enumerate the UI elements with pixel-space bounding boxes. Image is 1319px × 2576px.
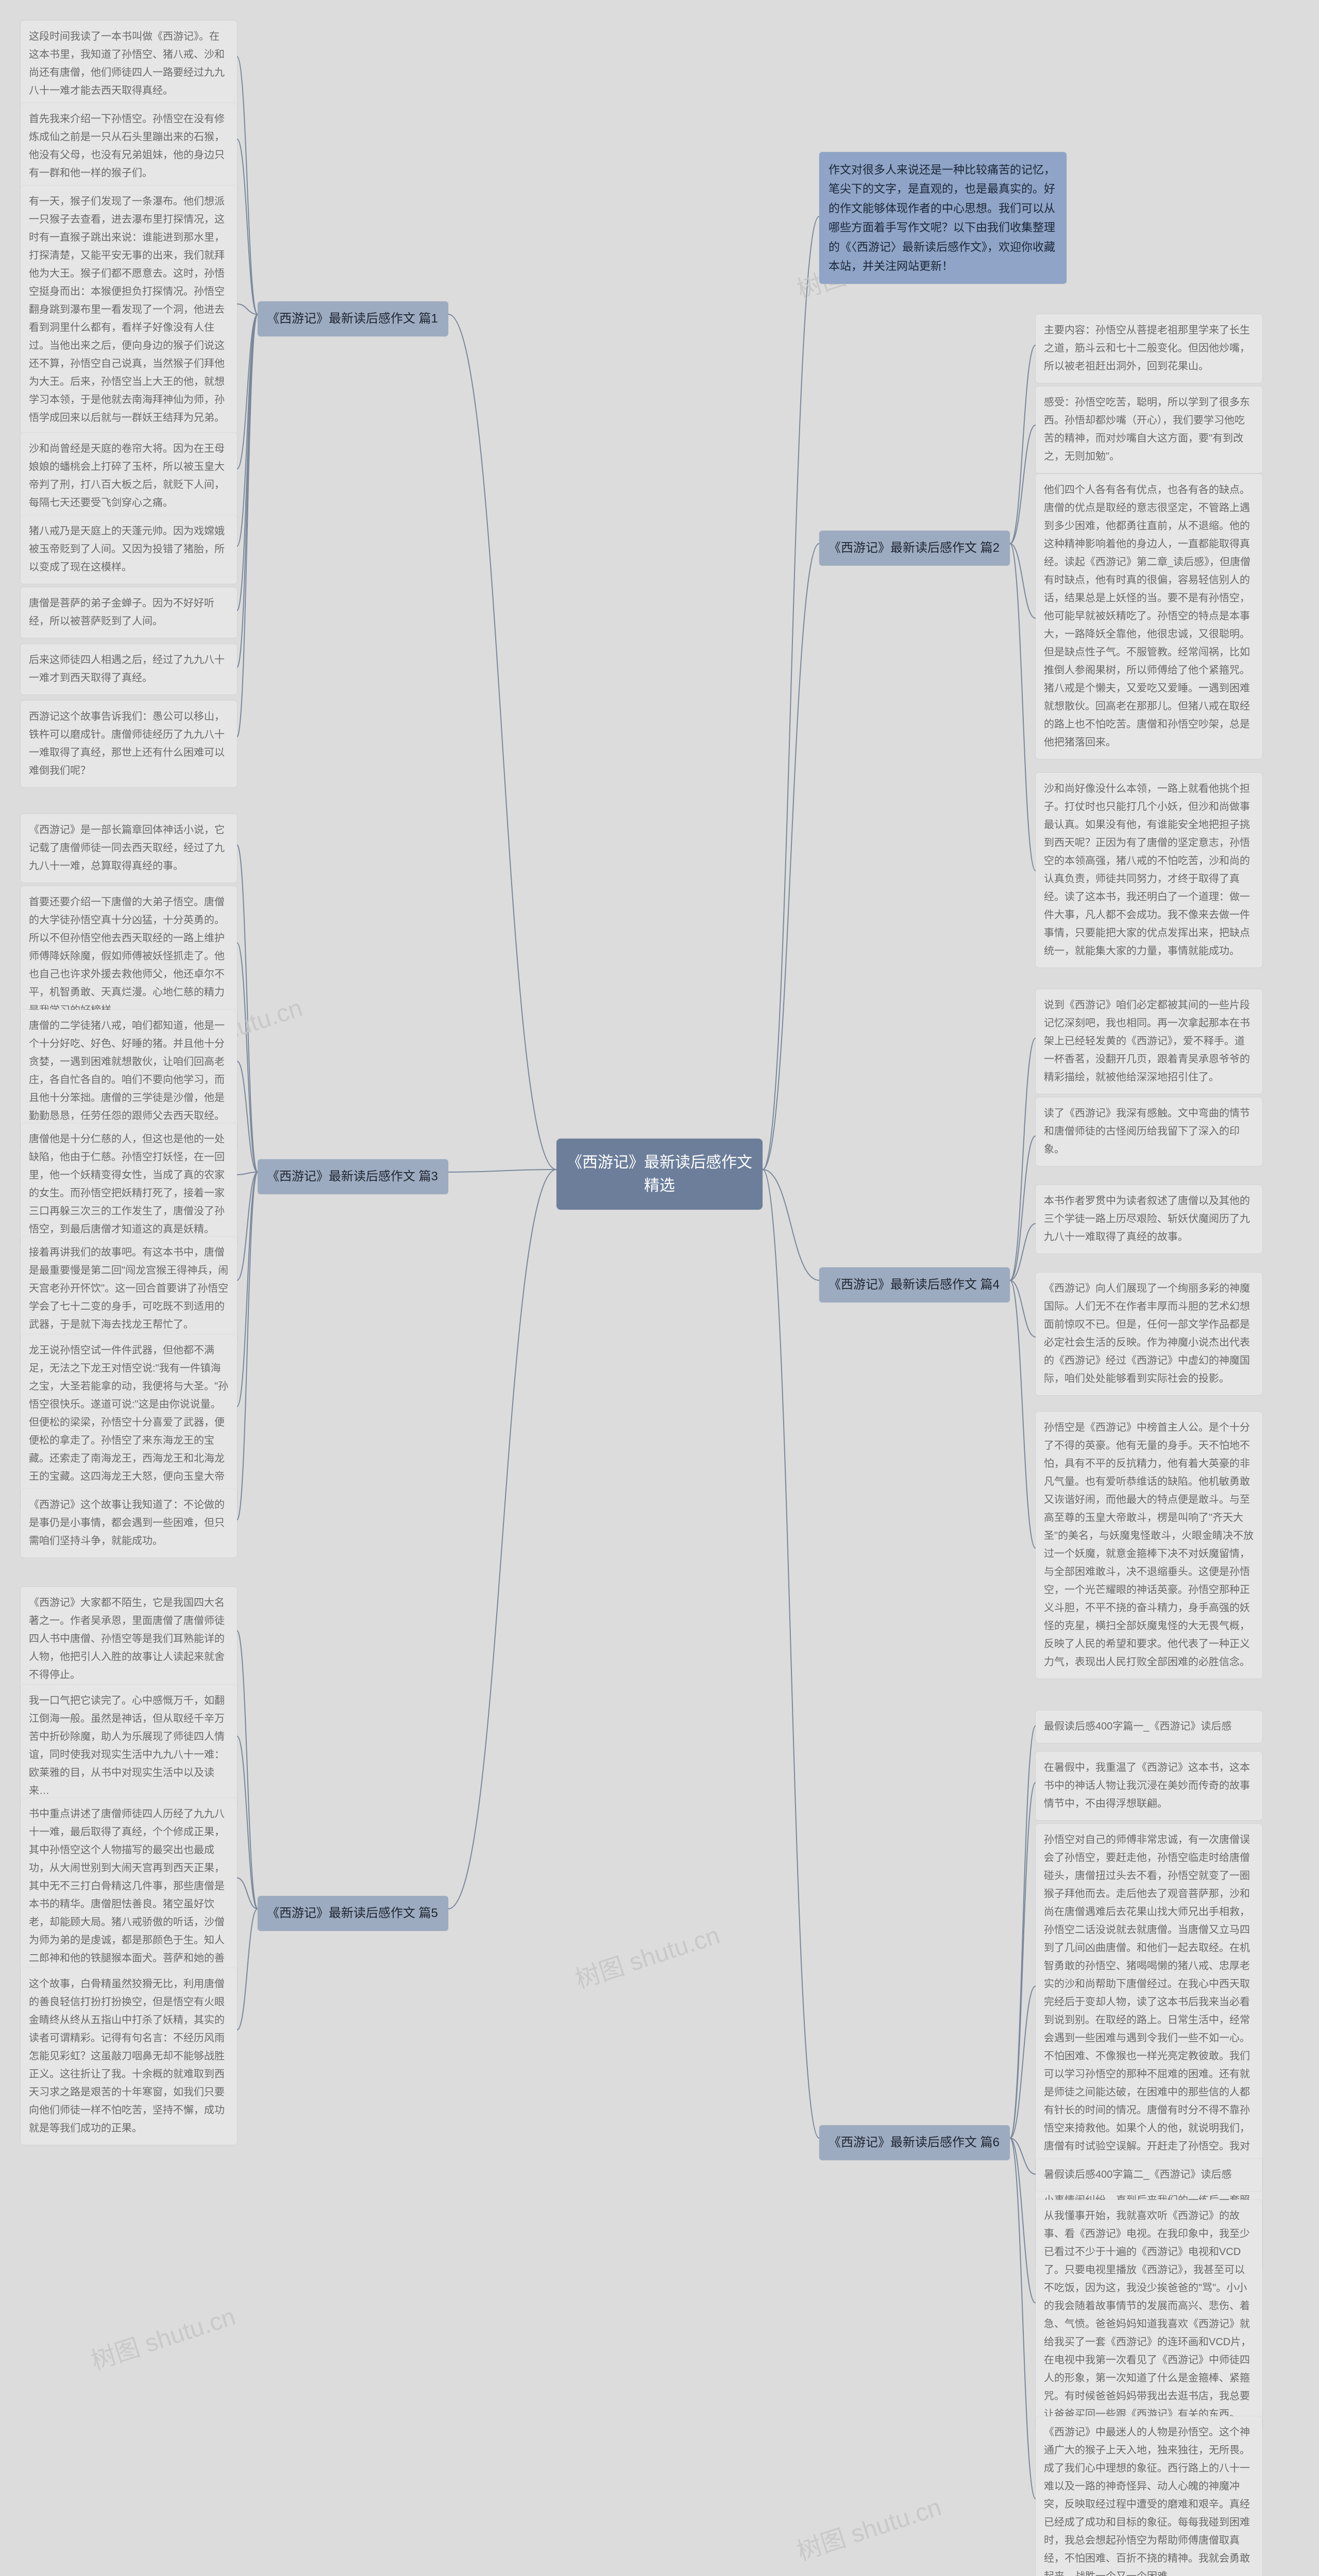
- leaf-b2-3: 沙和尚好像没什么本领，一路上就看他挑个担子。打仗时也只能打几个小妖，但沙和尚做事…: [1036, 773, 1262, 968]
- leaf-b1-4: 猪八戒乃是天庭上的天蓬元帅。因为戏嫦娥被玉帝贬到了人间。又因为投错了猪胎，所以变…: [21, 515, 237, 584]
- leaf-b4-3: 《西游记》向人们展现了一个绚丽多彩的神魔国际。人们无不在作者丰厚而斗胆的艺术幻想…: [1036, 1273, 1262, 1395]
- leaf-b2-0: 主要内容：孙悟空从菩提老祖那里学来了长生之道，筋斗云和七十二般变化。但因他炒嘴，…: [1036, 314, 1262, 383]
- leaf-b1-3: 沙和尚曾经是天庭的卷帘大将。因为在王母娘娘的蟠桃会上打碎了玉杯，所以被玉皇大帝判…: [21, 433, 237, 519]
- leaf-b1-2: 有一天，猴子们发现了一条瀑布。他们想派一只猴子去查看，进去瀑布里打探情况，这时有…: [21, 185, 237, 434]
- watermark: 树图 shutu.cn: [86, 2296, 239, 2377]
- leaf-b3-3: 唐僧他是十分仁慈的人，但这也是他的一处缺陷，他由于仁慈。孙悟空打妖怪，在一回里，…: [21, 1123, 237, 1246]
- branch-b5: 《西游记》最新读后感作文 篇5: [258, 1896, 448, 1931]
- leaf-b2-1: 感受：孙悟空吃苦，聪明，所以学到了很多东西。孙悟却都炒嘴（开心），我们要学习他吃…: [1036, 386, 1262, 473]
- branch-b2: 《西游记》最新读后感作文 篇2: [819, 531, 1010, 566]
- leaf-b1-6: 后来这师徒四人相遇之后，经过了九九八十一难才到西天取得了真经。: [21, 644, 237, 694]
- leaf-b5-3: 这个故事，白骨精虽然狡猾无比，利用唐僧的善良轻信打扮打扮换空，但是悟空有火眼金睛…: [21, 1968, 237, 2145]
- leaf-b3-6: 《西游记》这个故事让我知道了：不论做的是事仍是小事情，都会遇到一些困难，但只需咱…: [21, 1489, 237, 1557]
- leaf-b3-1: 首要还要介绍一下唐僧的大弟子悟空。唐僧的大学徒孙悟空真十分凶猛，十分英勇的。所以…: [21, 886, 237, 1027]
- leaf-b4-0: 说到《西游记》咱们必定都被其间的一些片段记忆深刻吧，我也相同。再一次拿起那本在书…: [1036, 989, 1262, 1094]
- branch-b4: 《西游记》最新读后感作文 篇4: [819, 1267, 1010, 1302]
- leaf-b1-1: 首先我来介绍一下孙悟空。孙悟空在没有修炼成仙之前是一只从石头里蹦出来的石猴，他没…: [21, 103, 237, 190]
- center-topic: 《西游记》最新读后感作文精选: [556, 1139, 763, 1210]
- leaf-b6-0: 最假读后感400字篇一_《西游记》读后感: [1036, 1710, 1262, 1743]
- leaf-b5-2: 书中重点讲述了唐僧师徒四人历经了九九八十一难，最后取得了真经，个个修成正果，其中…: [21, 1798, 237, 1993]
- leaf-b3-5: 龙王说孙悟空试一件件武器，但他都不满足，无法之下龙王对悟空说:"我有一件镇海之宝…: [21, 1334, 237, 1511]
- leaf-b1-7: 西游记这个故事告诉我们：愚公可以移山，铁杵可以磨成针。唐僧师徒经历了九九八十一难…: [21, 701, 237, 787]
- watermark: 树图 shutu.cn: [570, 1915, 723, 1995]
- branch-b3: 《西游记》最新读后感作文 篇3: [258, 1159, 448, 1194]
- leaf-b1-5: 唐僧是菩萨的弟子金蝉子。因为不好好听经，所以被菩萨贬到了人间。: [21, 587, 237, 638]
- leaf-b4-1: 读了《西游记》我深有感触。文中弯曲的情节和唐僧师徒的古怪阅历给我留下了深入的印象…: [1036, 1097, 1262, 1166]
- leaf-b3-4: 接着再讲我们的故事吧。有这本书中，唐僧是最重要慢是第二回"闯龙宫猴王得神兵，闹天…: [21, 1236, 237, 1341]
- leaf-b5-0: 《西游记》大家都不陌生，它是我国四大名著之一。作者吴承恩，里面唐僧了唐僧师徒四人…: [21, 1587, 237, 1691]
- leaf-b1-0: 这段时间我读了一本书叫做《西游记》。在这本书里，我知道了孙悟空、猪八戒、沙和尚还…: [21, 21, 237, 107]
- leaf-b6-3: 暑假读后感400字篇二_《西游记》读后感: [1036, 2159, 1262, 2191]
- leaf-b4-2: 本书作者罗贯中为读者叙述了唐僧以及其他的三个学徒一路上历尽艰险、斩妖伏魔阅历了九…: [1036, 1185, 1262, 1253]
- branch-b1: 《西游记》最新读后感作文 篇1: [258, 301, 448, 336]
- leaf-b6-4: 从我懂事开始，我就喜欢听《西游记》的故事、看《西游记》电视。在我印象中，我至少已…: [1036, 2200, 1262, 2431]
- leaf-b3-0: 《西游记》是一部长篇章回体神话小说，它记载了唐僧师徒一同去西天取经，经过了九九八…: [21, 814, 237, 883]
- leaf-b6-1: 在暑假中，我重温了《西游记》这本书，这本书中的神话人物让我沉浸在美妙而传奇的故事…: [1036, 1752, 1262, 1820]
- mindmap-canvas: { "meta": { "canvas": { "width": 2560, "…: [0, 0, 1319, 2576]
- watermark: 树图 shutu.cn: [791, 2487, 945, 2567]
- leaf-b6-5: 《西游记》中最迷人的人物是孙悟空。这个神通广大的猴子上天入地，独来独往，无所畏。…: [1036, 2416, 1262, 2576]
- leaf-b2-2: 他们四个人各有各有优点，也各有各的缺点。唐僧的优点是取经的意志很坚定，不管路上遇…: [1036, 474, 1262, 759]
- intro-box: 作文对很多人来说还是一种比较痛苦的记忆，笔尖下的文字，是直观的，也是最真实的。好…: [819, 152, 1067, 284]
- branch-b6: 《西游记》最新读后感作文 篇6: [819, 2125, 1010, 2160]
- leaf-b4-4: 孙悟空是《西游记》中榜首主人公。是个十分了不得的英豪。他有无量的身手。天不怕地不…: [1036, 1412, 1262, 1679]
- leaf-b5-1: 我一口气把它读完了。心中感慨万千，如翻江倒海一般。虽然是神话，但从取经千辛万苦中…: [21, 1685, 237, 1807]
